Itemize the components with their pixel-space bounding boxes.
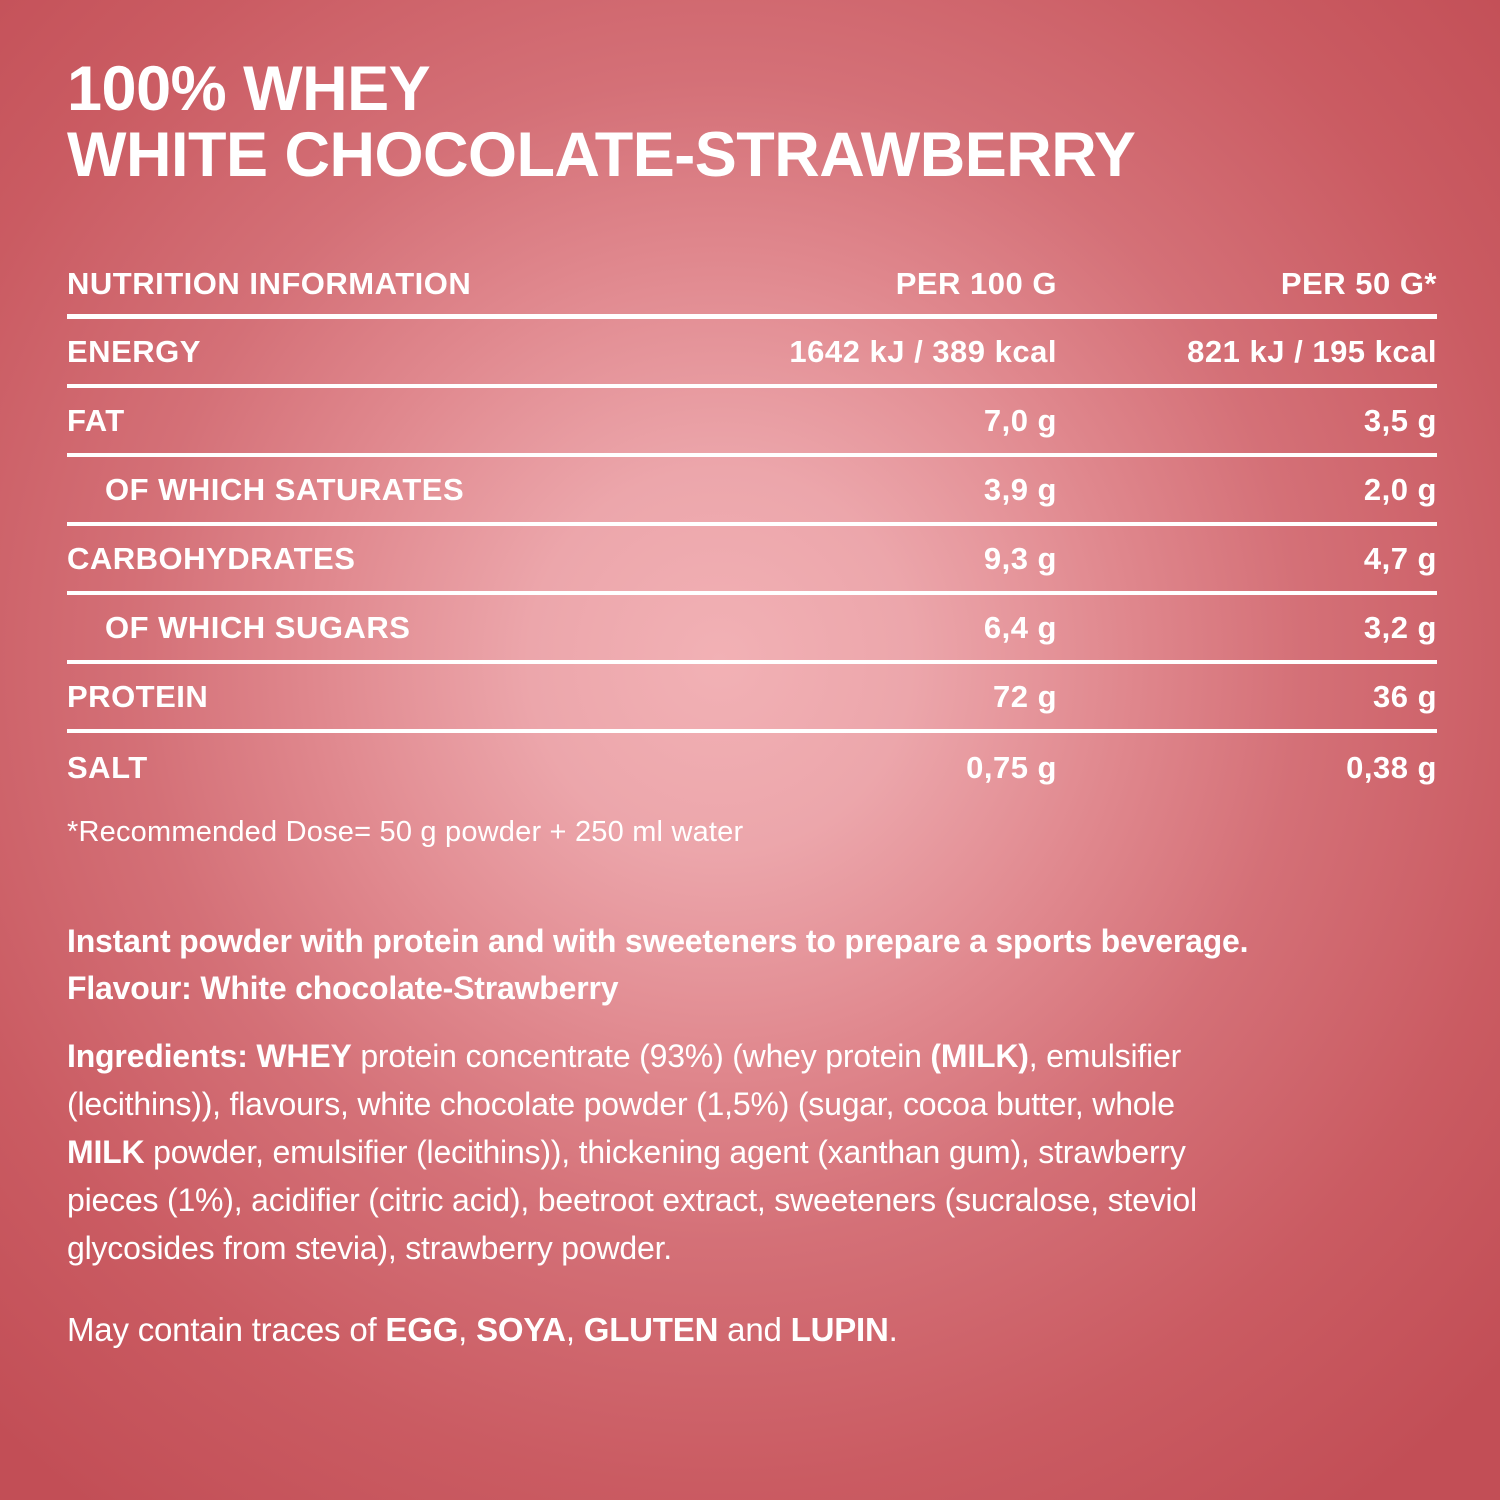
- nutrient-label: ENERGY: [67, 333, 201, 369]
- value-per-50g: 36 g: [1372, 678, 1437, 714]
- value-per-100g: 3,9 g: [983, 471, 1057, 507]
- nutrient-label: SALT: [67, 749, 148, 785]
- value-per-100g: 0,75 g: [966, 749, 1057, 785]
- value-per-50g: 0,38 g: [1346, 749, 1437, 785]
- nutrient-label: CARBOHYDRATES: [67, 540, 356, 576]
- nutrition-table: NUTRITION INFORMATION PER 100 G PER 50 G…: [67, 253, 1437, 802]
- product-title-line2: WHITE CHOCOLATE-STRAWBERRY: [67, 120, 1136, 190]
- allergen-traces-text: May contain traces of EGG, SOYA, GLUTEN …: [67, 1311, 898, 1348]
- header-per-100g: PER 100 G: [895, 265, 1057, 301]
- value-per-100g: 9,3 g: [983, 540, 1057, 576]
- nutrition-table-body: ENERGY 1642 kJ / 389 kcal 821 kJ / 195 k…: [67, 319, 1437, 802]
- dose-footnote: *Recommended Dose= 50 g powder + 250 ml …: [67, 816, 744, 848]
- value-per-100g: 7,0 g: [983, 402, 1057, 438]
- table-row: PROTEIN 72 g 36 g: [67, 664, 1437, 733]
- ingredients-text: Ingredients: WHEY protein concentrate (9…: [67, 1038, 1197, 1266]
- value-per-50g: 2,0 g: [1363, 471, 1437, 507]
- product-title-line1: 100% WHEY: [67, 54, 431, 124]
- value-per-50g: 4,7 g: [1363, 540, 1437, 576]
- value-per-50g: 3,2 g: [1363, 609, 1437, 645]
- product-title: 100% WHEY WHITE CHOCOLATE-STRAWBERRY: [67, 54, 1136, 190]
- value-per-100g: 6,4 g: [983, 609, 1057, 645]
- table-row: CARBOHYDRATES 9,3 g 4,7 g: [67, 526, 1437, 595]
- nutrient-label: OF WHICH SATURATES: [105, 471, 465, 507]
- header-nutrition-information: NUTRITION INFORMATION: [67, 265, 472, 301]
- nutrient-label: PROTEIN: [67, 678, 209, 714]
- value-per-50g: 821 kJ / 195 kcal: [1187, 333, 1437, 369]
- nutrient-label: OF WHICH SUGARS: [105, 609, 411, 645]
- table-row: FAT 7,0 g 3,5 g: [67, 388, 1437, 457]
- value-per-100g: 1642 kJ / 389 kcal: [789, 333, 1057, 369]
- header-per-50g: PER 50 G*: [1280, 265, 1437, 301]
- nutrition-table-header: NUTRITION INFORMATION PER 100 G PER 50 G…: [67, 253, 1437, 319]
- table-row: OF WHICH SUGARS 6,4 g 3,2 g: [67, 595, 1437, 664]
- table-row: SALT 0,75 g 0,38 g: [67, 733, 1437, 802]
- product-description: Instant powder with protein and with swe…: [67, 923, 1249, 1006]
- table-row: ENERGY 1642 kJ / 389 kcal 821 kJ / 195 k…: [67, 319, 1437, 388]
- value-per-100g: 72 g: [992, 678, 1057, 714]
- value-per-50g: 3,5 g: [1363, 402, 1437, 438]
- nutrient-label: FAT: [67, 402, 125, 438]
- table-row: OF WHICH SATURATES 3,9 g 2,0 g: [67, 457, 1437, 526]
